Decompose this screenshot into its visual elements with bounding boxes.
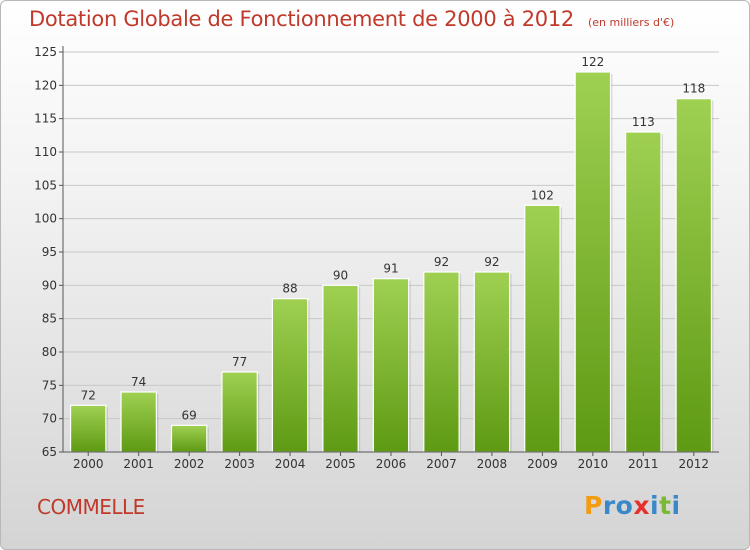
x-tick-label: 2010 bbox=[578, 457, 609, 471]
y-tick-label: 115 bbox=[34, 112, 57, 126]
bar bbox=[372, 278, 410, 453]
y-tick-label: 90 bbox=[42, 278, 57, 292]
bar bbox=[271, 298, 309, 453]
brand-letter: i bbox=[650, 491, 660, 520]
axis-layer: 65 70 75 80 85 90 95 100 105 110 115 120 125 2000 2001… bbox=[34, 45, 719, 471]
data-label: 91 bbox=[383, 262, 398, 276]
chart-subtitle: (en milliers d'€) bbox=[587, 16, 675, 29]
y-tick-label: 120 bbox=[34, 78, 57, 92]
y-tick-label: 70 bbox=[42, 412, 57, 426]
y-tick-label: 105 bbox=[34, 178, 57, 192]
bar bbox=[322, 284, 359, 453]
x-tick-label: 2006 bbox=[376, 457, 407, 471]
y-tick-label: 75 bbox=[42, 378, 57, 392]
y-tick-label: 125 bbox=[34, 45, 57, 59]
data-label: 90 bbox=[333, 268, 348, 282]
data-label: 72 bbox=[81, 388, 96, 402]
brand-letter: o bbox=[615, 491, 634, 520]
chart-title: Dotation Globale de Fonctionnement de 20… bbox=[29, 7, 574, 31]
bar bbox=[524, 204, 561, 453]
data-label: 122 bbox=[581, 55, 604, 69]
data-label: 102 bbox=[531, 188, 554, 202]
brand-logo: Proxiti bbox=[584, 491, 681, 520]
x-tick-label: 2005 bbox=[325, 457, 356, 471]
y-tick-label: 100 bbox=[34, 212, 57, 226]
y-tick-label: 85 bbox=[42, 312, 57, 326]
bar bbox=[170, 424, 208, 453]
x-tick-label: 2003 bbox=[224, 457, 255, 471]
bar bbox=[120, 391, 157, 453]
y-tick-label: 65 bbox=[42, 445, 57, 459]
bar bbox=[625, 131, 662, 453]
x-tick-label: 2012 bbox=[678, 457, 709, 471]
title-row: Dotation Globale de Fonctionnement de 20… bbox=[29, 7, 674, 31]
bar-layer bbox=[69, 71, 714, 453]
label-layer: 72 74 69 77 88 90 91 92 92 102 122 113 118 bbox=[81, 55, 706, 422]
x-tick-label: 2000 bbox=[73, 457, 104, 471]
x-tick-label: 2002 bbox=[174, 457, 205, 471]
data-label: 69 bbox=[182, 408, 197, 422]
x-tick-label: 2009 bbox=[527, 457, 558, 471]
y-tick-label: 95 bbox=[42, 245, 57, 259]
data-label: 77 bbox=[232, 355, 247, 369]
x-tick-label: 2004 bbox=[275, 457, 306, 471]
location-name: COMMELLE bbox=[37, 495, 145, 519]
brand-letter: x bbox=[633, 491, 650, 520]
bar bbox=[423, 271, 460, 453]
data-label: 92 bbox=[484, 255, 499, 269]
data-label: 88 bbox=[282, 282, 297, 296]
bar bbox=[473, 271, 511, 453]
brand-letter: P bbox=[584, 491, 603, 520]
x-tick-label: 2008 bbox=[477, 457, 508, 471]
data-label: 118 bbox=[682, 82, 705, 96]
bar bbox=[221, 371, 258, 453]
x-tick-label: 2001 bbox=[123, 457, 154, 471]
bar bbox=[574, 71, 612, 453]
brand-letter: t bbox=[659, 491, 672, 520]
data-label: 74 bbox=[131, 375, 146, 389]
bar bbox=[69, 404, 107, 453]
bar bbox=[675, 98, 713, 453]
brand-letter: i bbox=[671, 491, 681, 520]
data-label: 92 bbox=[434, 255, 449, 269]
brand-letter: r bbox=[602, 491, 616, 520]
y-tick-label: 110 bbox=[34, 145, 57, 159]
x-tick-label: 2007 bbox=[426, 457, 457, 471]
y-tick-label: 80 bbox=[42, 345, 57, 359]
data-label: 113 bbox=[632, 115, 655, 129]
x-tick-label: 2011 bbox=[628, 457, 659, 471]
